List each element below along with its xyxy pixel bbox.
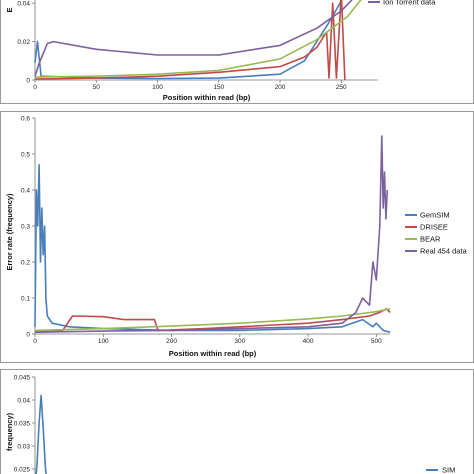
y-tick-label: 0.03 [17,443,30,450]
x-axis-label: Position within read (bp) [163,93,251,102]
y-tick-label: 0.025 [14,466,31,473]
series-line-4 [34,135,389,333]
legend-entry-partial: SIM [442,466,455,474]
y-tick-label: 0.5 [21,151,30,158]
y-tick-label: 0.2 [21,259,30,266]
y-tick-label: 0.4 [21,187,30,194]
series-group [34,135,391,333]
x-tick-label: 0 [33,84,37,91]
y-tick-label: 0.3 [21,223,30,230]
series-line-1 [35,394,47,474]
legend-entry-2: DRISEE [420,223,448,232]
x-tick-label: 50 [93,84,101,91]
x-tick-label: 500 [371,338,382,345]
y-tick-label: 0.04 [17,397,30,404]
x-tick-label: 400 [303,338,314,345]
x-tick-label: 150 [213,84,224,91]
y-tick-label: 0.045 [14,374,31,381]
y-tick-label: 0.02 [17,39,30,46]
chart-frame [0,111,474,363]
x-tick-label: 0 [33,338,37,345]
series-line-1 [34,164,391,333]
series-group [34,0,362,81]
series-line-3 [34,0,362,78]
legend-entry-1: GemSIM [420,211,450,220]
y-tick-label: 0.6 [21,115,30,122]
series-line-2 [34,308,391,333]
y-tick-label: 0.04 [17,1,30,8]
y-axis-label: Error rate (frequency) [5,193,14,271]
y-axis-label: frequency) [5,412,14,451]
legend-entry-4: Real 454 data [420,247,468,256]
series-line-1 [34,0,343,80]
chart-panel-2: 0 0.1 0.2 0.3 0.4 0.5 0.6 0 100 200 300 400 500 Posit… [0,111,474,363]
x-tick-label: 200 [166,338,177,345]
chart-frame [0,369,474,474]
series-group [35,394,47,474]
x-tick-label: 100 [98,338,109,345]
x-tick-label: 100 [152,84,163,91]
series-line-4 [34,0,353,77]
x-tick-label: 200 [275,84,286,91]
x-tick-label: 300 [234,338,245,345]
y-axis-label: E [5,7,14,12]
y-tick-label: 0 [26,331,30,338]
chart-panel-3: 0.025 0.03 0.035 0.04 0.045 frequency) SIM [0,369,474,474]
legend-entry-3: BEAR [420,235,441,244]
x-tick-label: 250 [336,84,347,91]
y-tick-label: 0 [26,77,30,84]
legend-entry-4: Ion Torrent data [383,0,436,7]
series-line-2 [34,0,346,81]
series-line-3 [34,308,391,332]
y-tick-label: 0.035 [14,420,31,427]
y-tick-label: 0.1 [21,295,30,302]
chart-panel-1: 0 0.02 0.04 0 50 100 150 200 250 Position within … [0,0,474,104]
x-axis-label: Position within read (bp) [169,349,257,358]
